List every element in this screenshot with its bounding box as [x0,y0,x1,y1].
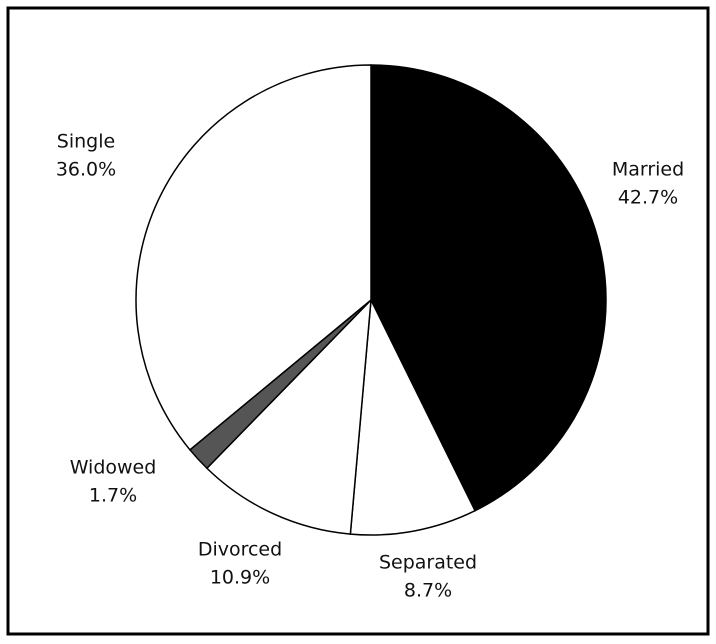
slice-value-label: 42.7% [618,187,678,209]
pie-slice [135,64,372,451]
slice-value-label: 36.0% [56,159,116,181]
pie-slice [370,64,607,512]
pie-slice [205,297,372,535]
slice-category-label: Divorced [198,539,282,561]
slice-category-label: Single [57,131,115,153]
slice-category-label: Widowed [70,457,157,479]
pie-slice [349,297,477,536]
slice-category-label: Separated [379,552,477,574]
slice-value-label: 8.7% [404,580,452,602]
slice-value-label: 10.9% [210,567,270,589]
slice-category-label: Married [612,159,684,181]
slice-value-label: 1.7% [89,485,137,507]
